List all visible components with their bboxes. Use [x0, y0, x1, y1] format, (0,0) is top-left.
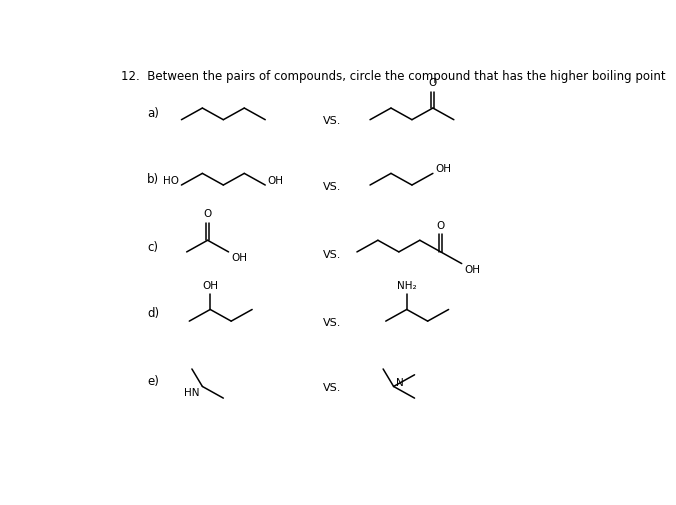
Text: O: O — [429, 78, 437, 88]
Text: O: O — [437, 221, 445, 231]
Text: OH: OH — [202, 281, 218, 291]
Text: HO: HO — [163, 176, 178, 186]
Text: a): a) — [147, 107, 160, 120]
Text: N: N — [396, 378, 404, 388]
Text: OH: OH — [435, 165, 452, 175]
Text: 12.  Between the pairs of compounds, circle the compound that has the higher boi: 12. Between the pairs of compounds, circ… — [121, 70, 666, 83]
Text: HN: HN — [185, 388, 200, 398]
Text: d): d) — [147, 307, 160, 320]
Text: VS.: VS. — [323, 182, 341, 192]
Text: b): b) — [147, 173, 160, 186]
Text: e): e) — [147, 375, 160, 388]
Text: NH₂: NH₂ — [397, 281, 416, 291]
Text: c): c) — [147, 241, 158, 254]
Text: VS.: VS. — [323, 116, 341, 126]
Text: VS.: VS. — [323, 383, 341, 393]
Text: O: O — [203, 209, 212, 219]
Text: VS.: VS. — [323, 318, 341, 328]
Text: OH: OH — [464, 265, 481, 275]
Text: OH: OH — [268, 176, 284, 186]
Text: VS.: VS. — [323, 250, 341, 260]
Text: OH: OH — [231, 253, 247, 263]
